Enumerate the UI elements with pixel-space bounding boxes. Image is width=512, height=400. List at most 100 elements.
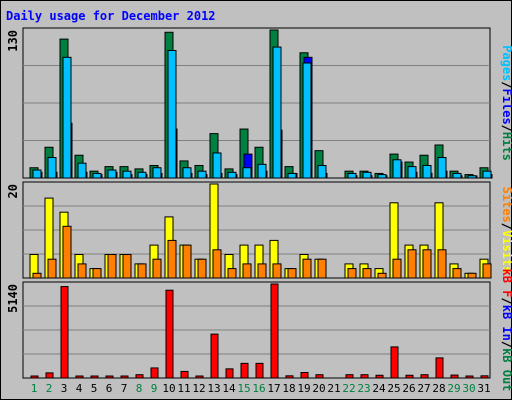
bar-sites-12 [197,258,207,279]
day-label-4: 4 [76,382,83,395]
bar-kb-f-24 [375,374,384,379]
day-label-16: 16 [252,382,265,395]
legend-text: Pages [500,45,512,81]
bar-pages-30 [467,175,477,179]
bar-pages-13 [212,152,222,179]
bar-sites-7 [122,254,132,279]
day-label-3: 3 [61,382,68,395]
day-label-20: 20 [312,382,325,395]
legend-text: Files [500,89,512,125]
bar-kb-f-27 [420,374,429,379]
day-label-17: 17 [267,382,280,395]
bar-sites-30 [467,272,477,279]
bar-pages-11 [182,167,192,179]
bar-sites-5 [92,268,102,279]
bar-kb-f-15 [240,362,249,379]
day-label-12: 12 [192,382,205,395]
bar-kb-f-30 [465,375,474,379]
day-label-23: 23 [357,382,370,395]
bar-sites-4 [77,263,87,279]
scale-label: 5140 [6,284,20,313]
day-label-2: 2 [46,382,53,395]
legend-visits-sites: Sites/Visits [500,187,512,274]
legend-text: / [500,223,512,230]
bar-pages-4 [77,162,87,179]
day-label-5: 5 [91,382,98,395]
bar-sites-20 [317,258,327,279]
day-label-19: 19 [297,382,310,395]
bar-sites-3 [62,225,72,279]
bar-kb-f-2 [45,372,54,379]
legend-text: kB In [500,305,512,341]
legend-hits-files-pages: Pages/Files/Hits [500,45,512,161]
day-label-29: 29 [447,382,460,395]
day-label-26: 26 [402,382,415,395]
scale-label: 20 [6,184,20,198]
bar-sites-14 [227,268,237,279]
bar-sites-16 [257,263,267,279]
bar-pages-29 [452,172,462,179]
bar-sites-1 [32,272,42,279]
day-label-15: 15 [237,382,250,395]
bar-pages-7 [122,170,132,179]
day-label-7: 7 [121,382,128,395]
scale-label: 130 [6,30,20,52]
day-label-10: 10 [162,382,175,395]
bar-pages-5 [92,172,102,179]
bar-kb-f-17 [270,283,279,379]
bar-sites-31 [482,263,492,279]
day-label-24: 24 [372,382,386,395]
bar-sites-9 [152,258,162,279]
bar-sites-28 [437,249,447,279]
bar-kb-f-14 [225,368,234,379]
day-label-11: 11 [177,382,190,395]
bar-sites-15 [242,263,252,279]
bar-pages-9 [152,167,162,179]
bar-kb-f-25 [390,346,399,379]
bar-pages-31 [482,170,492,179]
bar-kb-f-6 [105,375,114,379]
bar-kb-f-13 [210,333,219,379]
bar-sites-17 [272,263,282,279]
bar-kb-f-7 [120,375,129,379]
bar-sites-26 [407,249,417,279]
day-label-21: 21 [327,382,340,395]
bar-kb-f-8 [135,374,144,379]
bar-sites-11 [182,244,192,279]
bar-pages-19 [302,62,312,179]
bar-pages-10 [167,49,177,179]
bar-pages-22 [347,172,357,179]
legend-text: Sites [500,187,512,223]
legend-text: / [500,81,512,88]
bar-sites-10 [167,239,177,279]
day-label-28: 28 [432,382,445,395]
day-label-9: 9 [151,382,158,395]
bar-sites-27 [422,249,432,279]
bar-pages-26 [407,166,417,179]
bar-sites-23 [362,268,372,279]
bar-pages-18 [287,172,297,179]
bar-kb-f-28 [435,357,444,379]
legend-text: kB F [500,269,512,298]
bar-pages-20 [317,164,327,179]
bar-pages-8 [137,171,147,179]
bar-sites-2 [47,258,57,279]
bar-kb-f-10 [165,289,174,379]
bar-kb-f-12 [195,375,204,379]
bar-pages-12 [197,170,207,179]
bar-sites-25 [392,258,402,279]
bar-kb-f-1 [30,375,39,379]
day-label-30: 30 [462,382,475,395]
bar-kb-f-4 [75,375,84,379]
day-label-13: 13 [207,382,220,395]
bar-sites-6 [107,254,117,279]
bar-pages-15 [242,167,252,179]
bar-sites-29 [452,268,462,279]
bar-pages-17 [272,46,282,179]
bar-kb-f-16 [255,362,264,379]
bar-pages-23 [362,171,372,179]
bar-kb-f-9 [150,367,159,379]
legend-kbytes: kB F/kB In/kB Out [500,269,512,392]
bar-kb-f-29 [450,374,459,379]
